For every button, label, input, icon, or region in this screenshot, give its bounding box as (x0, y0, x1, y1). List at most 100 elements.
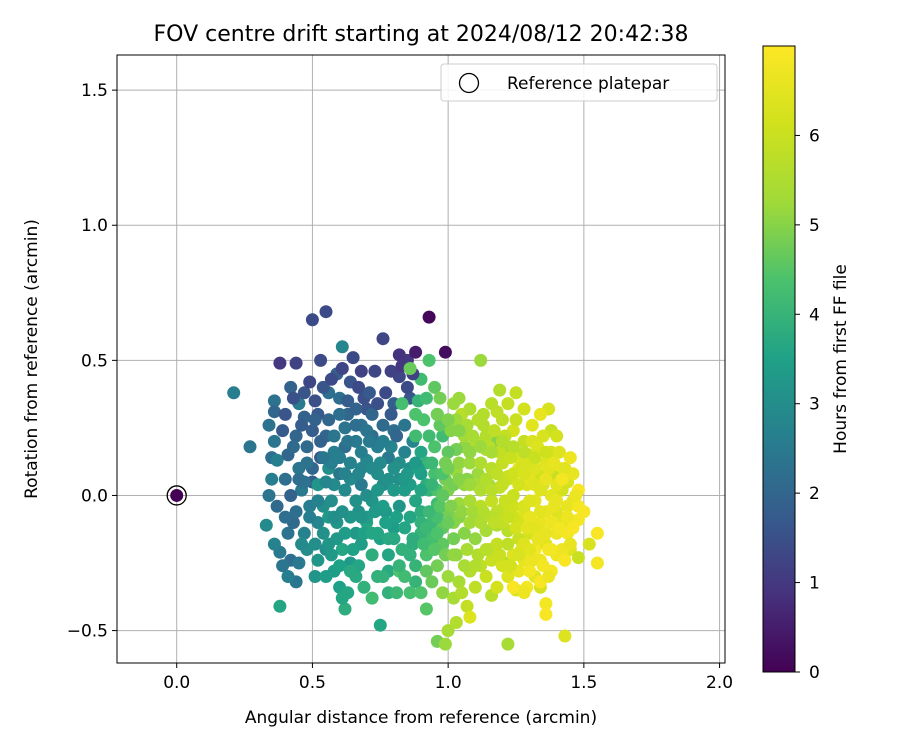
scatter-point (324, 372, 338, 386)
scatter-point (485, 397, 499, 411)
scatter-point (474, 440, 488, 454)
x-tick-label: 1.5 (570, 673, 597, 693)
scatter-point (365, 407, 379, 421)
scatter-point (563, 537, 577, 551)
scatter-point (270, 453, 284, 467)
scatter-point (273, 356, 287, 370)
scatter-point (314, 434, 328, 448)
scatter-point (528, 451, 542, 465)
colorbar-tick-label: 4 (809, 305, 820, 325)
scatter-point (262, 418, 276, 432)
scatter-point (449, 616, 463, 629)
scatter-point (335, 362, 349, 375)
scatter-point (479, 543, 493, 556)
scatter-point (335, 340, 349, 354)
scatter-point (582, 537, 596, 551)
scatter-point (308, 537, 322, 551)
scatter-point (566, 521, 580, 535)
scatter-point (517, 467, 531, 481)
scatter-point (305, 313, 319, 327)
scatter-point (341, 434, 355, 448)
scatter-point (460, 599, 474, 613)
x-tick-label: 1.0 (435, 673, 462, 693)
scatter-point (487, 424, 501, 438)
scatter-point (403, 510, 417, 524)
scatter-point (536, 559, 550, 573)
scatter-point (517, 402, 531, 416)
scatter-point (517, 445, 531, 459)
scatter-point (433, 391, 447, 405)
scatter-point (387, 461, 401, 475)
scatter-point (384, 364, 398, 378)
x-axis-label: Angular distance from reference (arcmin) (245, 708, 597, 728)
scatter-point (569, 489, 583, 502)
scatter-point (525, 553, 539, 567)
scatter-point (343, 456, 357, 470)
scatter-point (349, 418, 363, 432)
scatter-point (362, 434, 376, 448)
scatter-point (303, 375, 317, 389)
scatter-point (398, 472, 412, 486)
scatter-point (316, 526, 330, 540)
plot-frame (116, 54, 726, 664)
scatter-point (390, 429, 404, 443)
scatter-point (501, 637, 515, 651)
scatter-point (403, 548, 417, 562)
scatter-point (495, 413, 509, 427)
scatter-point (267, 405, 281, 419)
scatter-point (362, 386, 376, 400)
scatter-point (273, 599, 287, 613)
scatter-point (300, 456, 314, 470)
scatter-point (322, 537, 336, 551)
scatter-point (463, 456, 477, 470)
scatter-point (468, 532, 482, 546)
scatter-point (338, 602, 352, 616)
scatter-point (311, 494, 325, 508)
scatter-point (493, 383, 507, 397)
plot-area (117, 55, 725, 663)
scatter-point (349, 402, 363, 416)
scatter-point (395, 397, 409, 411)
scatter-point (523, 494, 537, 508)
scatter-point (517, 586, 531, 600)
scatter-point (398, 418, 412, 432)
scatter-point (349, 494, 363, 508)
scatter-point (463, 516, 477, 529)
scatter-point (295, 418, 309, 432)
scatter-point (327, 429, 341, 443)
scatter-point (346, 543, 360, 556)
scatter-point (485, 483, 499, 497)
scatter-point (376, 570, 390, 583)
scatter-point (376, 434, 390, 448)
scatter-point (289, 505, 303, 519)
scatter-point (430, 559, 444, 573)
scatter-point (558, 629, 572, 643)
scatter-point (463, 610, 477, 624)
scatter-point (316, 380, 330, 394)
scatter-point (490, 580, 504, 594)
scatter-point (555, 472, 569, 486)
scatter-point (419, 391, 433, 405)
scatter-point (463, 445, 477, 459)
scatter-point (441, 624, 455, 638)
scatter-point (267, 434, 281, 448)
y-tick-label: 1.5 (81, 81, 108, 101)
scatter-point (278, 510, 292, 524)
scatter-point (392, 348, 406, 362)
scatter-point (474, 516, 488, 529)
scatter-point (360, 424, 374, 438)
scatter-point (447, 532, 461, 546)
scatter-point (552, 521, 566, 535)
scatter-point (539, 445, 553, 459)
scatter-point (495, 478, 509, 492)
scatter-point (414, 483, 428, 497)
scatter-point (474, 353, 488, 367)
scatter-point (463, 478, 477, 492)
colorbar-label: Hours from first FF file (831, 264, 851, 454)
scatter-point (506, 580, 520, 594)
scatter-point (485, 445, 499, 459)
scatter-point (297, 386, 311, 400)
scatter-point (558, 553, 572, 567)
scatter-point (259, 518, 273, 532)
scatter-point (428, 440, 442, 454)
